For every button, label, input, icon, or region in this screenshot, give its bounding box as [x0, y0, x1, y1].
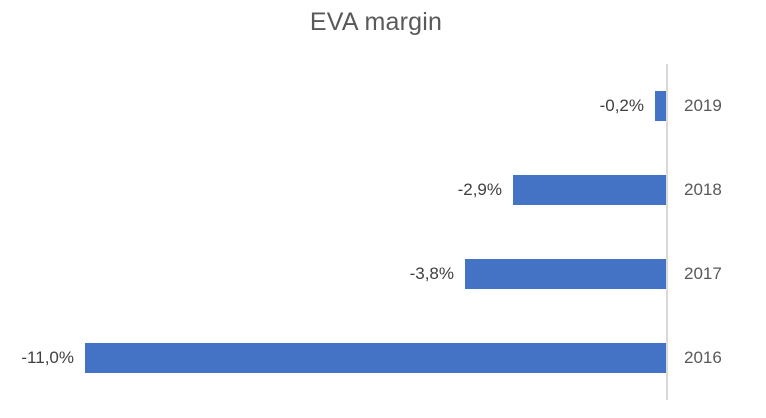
data-label-2017: -3,8%: [409, 264, 454, 283]
category-label-2016: 2016: [684, 348, 722, 367]
category-label-2017: 2017: [684, 264, 722, 283]
data-label-2018: -2,9%: [457, 180, 502, 199]
bar-2019: [655, 91, 666, 121]
category-label-2018: 2018: [684, 180, 722, 199]
bar-2017: [465, 259, 666, 289]
value-axis-zero-line: [666, 64, 668, 400]
bar-2016: [85, 343, 666, 373]
data-label-2019: -0,2%: [599, 96, 644, 115]
bar-2018: [513, 175, 666, 205]
category-label-2019: 2019: [684, 96, 722, 115]
data-label-2016: -11,0%: [21, 348, 74, 367]
chart-title: EVA margin: [309, 8, 443, 36]
